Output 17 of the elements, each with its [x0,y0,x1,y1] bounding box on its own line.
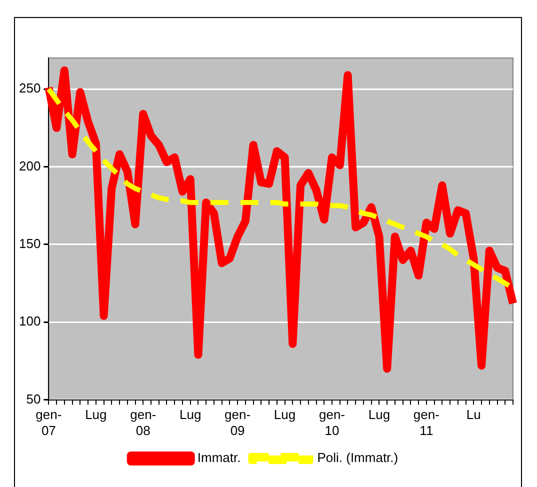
x-tick-label: gen-09 [224,407,251,438]
x-tick-label: gen-08 [130,407,156,438]
x-tick-label: Lu [466,407,481,422]
legend-label: Poli. (Immatr.) [317,450,398,466]
y-tick-label: 250 [18,80,41,96]
x-tick-label: gen-10 [318,407,346,438]
legend-label: Immatr. [197,450,241,466]
y-tick-label: 50 [26,391,41,406]
y-tick-label: 200 [18,158,41,174]
y-tick-label: 150 [18,236,41,252]
x-tick-label: Lug [368,407,390,422]
x-tick-label: Lug [179,407,202,422]
x-tick-label: Lug [274,407,296,422]
x-tick-label: gen-07 [36,407,62,438]
x-tick-label: gen-11 [413,407,440,438]
x-tick-label: Lug [85,407,107,422]
y-tick-label: 100 [18,314,41,329]
